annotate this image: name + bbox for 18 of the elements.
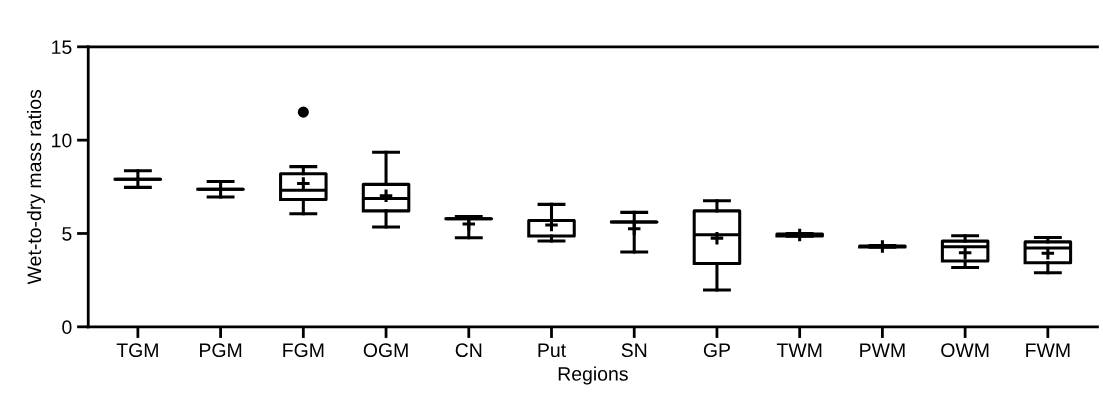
x-tick-label: GP <box>703 343 730 358</box>
x-tick-label: OGM <box>363 343 408 358</box>
y-tick-label: 5 <box>62 227 72 241</box>
y-tick-label: 0 <box>62 320 72 335</box>
x-tick-label: PGM <box>200 343 242 358</box>
x-tick-label: Put <box>538 343 566 358</box>
x-tick-label: OWM <box>941 343 989 358</box>
x-tick-label: FWM <box>1026 343 1070 357</box>
x-tick-label: SN <box>621 343 647 358</box>
x-axis-title: Regions <box>558 366 628 385</box>
x-tick-label: CN <box>455 343 482 358</box>
y-tick-label: 15 <box>52 40 72 55</box>
x-tick-label: TWM <box>776 343 822 357</box>
x-tick-label: FGM <box>283 343 324 358</box>
x-tick-label: TGM <box>116 343 158 358</box>
y-axis-title: Wet-to-dry mass ratios <box>26 89 46 285</box>
y-tick-label: 10 <box>52 133 72 148</box>
x-tick-label: PWM <box>860 343 905 357</box>
